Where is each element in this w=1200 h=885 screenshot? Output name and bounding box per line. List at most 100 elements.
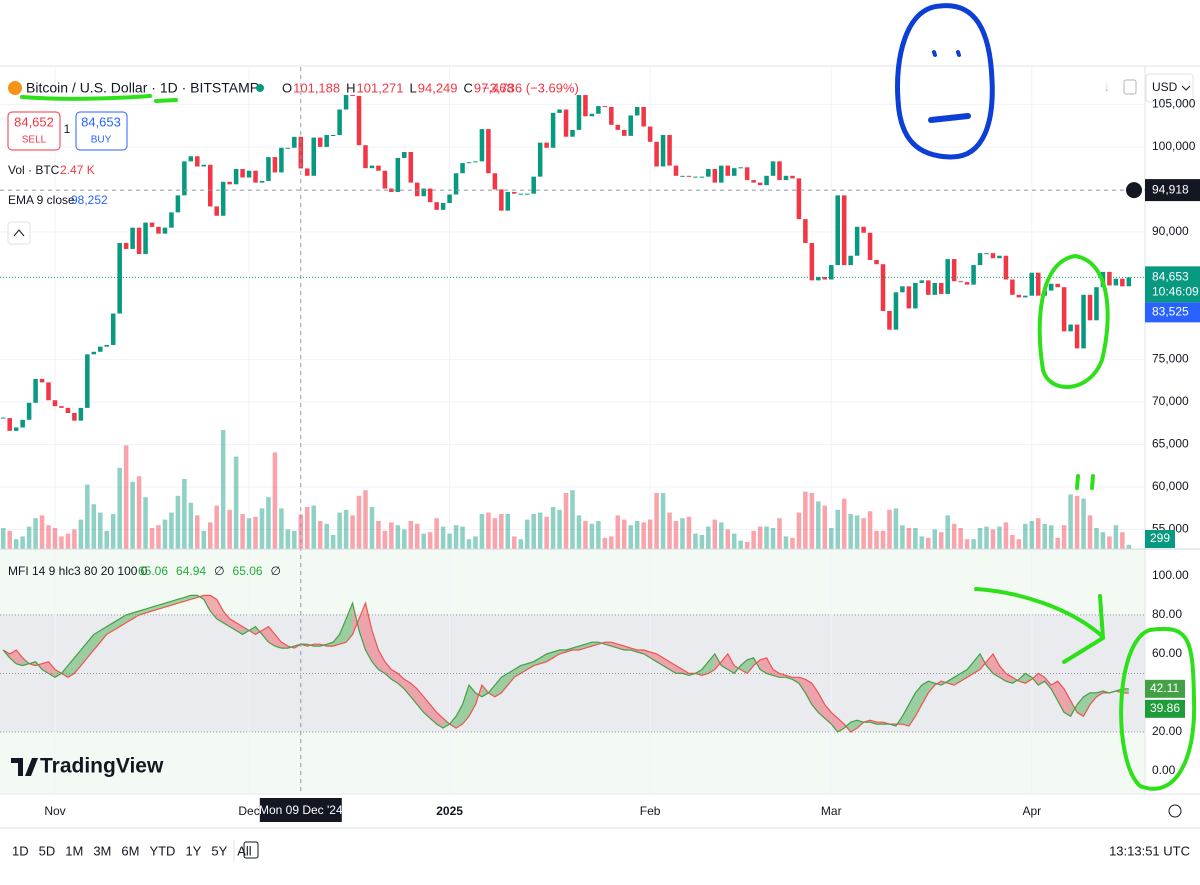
volume-bar (0, 528, 6, 549)
volume-bar (1061, 525, 1067, 549)
candle (828, 265, 834, 280)
volume-bar (343, 509, 349, 549)
mfi-fill (520, 663, 528, 674)
candle (39, 378, 45, 383)
scroll-icon[interactable]: ↓ (1104, 80, 1110, 94)
buy-button[interactable] (75, 111, 128, 151)
volume-bar (531, 514, 536, 549)
timeframe-button[interactable]: 5D (39, 843, 56, 858)
candle (602, 106, 608, 108)
mfi-last-label: 42.11 (1150, 681, 1179, 695)
candle (343, 95, 349, 110)
candle (20, 419, 25, 428)
currency-button[interactable] (1145, 73, 1194, 103)
add-alert-button[interactable] (1126, 182, 1142, 199)
mfi-fill (100, 626, 107, 643)
mfi-fill (546, 651, 554, 662)
volume-bar (207, 522, 213, 549)
volume-bar (680, 518, 685, 549)
volume-marks (1075, 474, 1095, 490)
volume-bar (266, 497, 271, 549)
mfi-line (2, 594, 1129, 733)
mfi-fill (999, 665, 1006, 682)
volume-bar (292, 530, 297, 549)
mfi-fill (223, 611, 230, 627)
candle (1113, 278, 1119, 286)
candle (913, 282, 918, 309)
volume-bar (175, 495, 181, 549)
timeframe-button[interactable]: 3M (93, 843, 111, 858)
mfi-fill (656, 653, 664, 666)
volume-bar (382, 530, 388, 549)
candle (971, 265, 976, 285)
mfi-legend-values: 65.06 64.94 ∅ 65.06 ∅ (138, 564, 281, 578)
mfi-fill (456, 704, 463, 729)
volume-bar (744, 542, 750, 549)
timeframe-button[interactable]: 1D (12, 843, 29, 858)
timeframe-button[interactable]: 1Y (185, 843, 201, 858)
candle (85, 354, 90, 408)
candle (1035, 272, 1041, 296)
volume-bar (285, 529, 291, 549)
candle (997, 255, 1002, 259)
candle (7, 418, 12, 431)
mfi-fill (1005, 673, 1013, 684)
volume-bar (641, 522, 646, 549)
symbol-title[interactable]: Bitcoin / U.S. Dollar · 1D · BITSTAMP (26, 80, 259, 96)
mfi-fill (462, 685, 469, 725)
candle (777, 161, 782, 181)
ohlc-key: H (346, 80, 355, 95)
face-eyes (932, 50, 961, 57)
mfi-fill (507, 669, 515, 686)
mfi-fill (216, 599, 224, 623)
volume-bar (460, 526, 465, 549)
candle (408, 152, 414, 183)
mfi-fill (967, 661, 974, 678)
candle (693, 176, 698, 178)
volume-bar (492, 518, 498, 549)
candle (557, 109, 562, 113)
volume-bar (46, 525, 51, 549)
volume-bar (660, 493, 666, 549)
mfi-fill (992, 653, 1000, 678)
candle (680, 175, 685, 177)
volume-bar (201, 530, 207, 549)
candle (764, 175, 769, 186)
timeframe-button[interactable]: 6M (121, 843, 139, 858)
candle (757, 182, 763, 186)
volume-bar (253, 516, 258, 549)
candle (26, 402, 32, 420)
volume-bar (376, 521, 381, 549)
date-range-button[interactable] (243, 841, 259, 859)
candle (887, 310, 892, 330)
mfi-fill (468, 685, 476, 717)
mfi-fill (249, 626, 256, 635)
candle (447, 194, 452, 204)
collapse-button[interactable] (7, 221, 31, 245)
sell-button[interactable] (7, 111, 61, 151)
timeframe-button[interactable]: YTD (149, 843, 175, 858)
volume-bar (971, 539, 976, 549)
timeframe-button[interactable]: All (237, 843, 252, 858)
auto-scale-button[interactable] (1123, 79, 1137, 95)
candle (706, 169, 711, 177)
candle (389, 188, 394, 192)
volume-bar (1048, 525, 1054, 549)
ohlc-legend: O 101,188 H 101,271 L 94,249 C 97,468 (282, 80, 514, 95)
volume-bar (848, 514, 853, 549)
candle (453, 173, 459, 195)
mfi-fill (378, 650, 385, 674)
x-tick-label: 2025 (436, 804, 463, 818)
settings-button[interactable] (1168, 804, 1182, 818)
volume-bar (654, 493, 659, 549)
timeframe-button[interactable]: 1M (65, 843, 83, 858)
quantity[interactable]: 1 (64, 122, 71, 136)
mfi-fill (986, 653, 993, 674)
candle (317, 137, 323, 147)
volume-bar (913, 528, 918, 549)
volume-bar (395, 525, 401, 549)
candle (854, 226, 860, 256)
timeframe-button[interactable]: 5Y (211, 843, 227, 858)
mfi-last-box (1145, 679, 1185, 698)
candle (253, 170, 258, 183)
